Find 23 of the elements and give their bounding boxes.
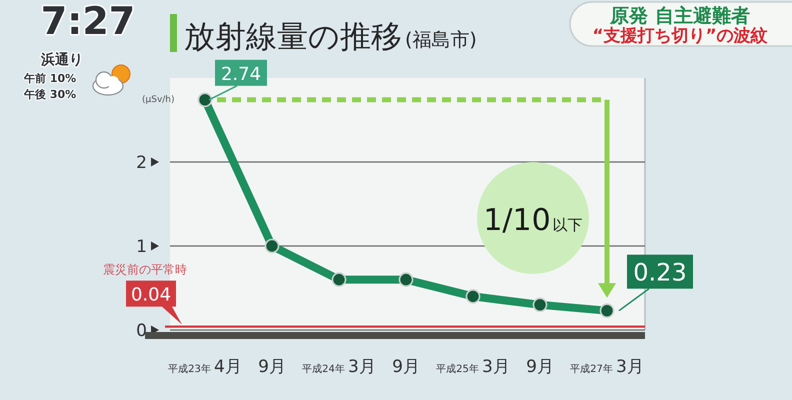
- x-tick-label: 平成25年 3月: [436, 357, 510, 377]
- x-tick-label: 9月: [258, 357, 286, 377]
- y-axis-title: (μSv/h): [142, 95, 175, 105]
- annotation: 0.04: [130, 284, 172, 306]
- chart-subtitle: (福島市): [405, 29, 477, 51]
- data-label: 2.74: [220, 64, 262, 85]
- x-tick-label: 9月: [392, 357, 420, 377]
- text: 午後 30%: [23, 88, 76, 101]
- x-tick-label: 平成23年 4月: [168, 357, 242, 377]
- chart-title: 放射線量の推移: [184, 19, 402, 55]
- x-tick-label: 平成24年 3月: [302, 357, 376, 377]
- text: 浜通り: [40, 51, 83, 68]
- text: 原発 自主避難者: [609, 5, 750, 27]
- x-tick-label: 9月: [526, 357, 554, 377]
- y-tick-label: 1: [136, 237, 147, 257]
- text: 7:27: [40, 0, 136, 43]
- y-tick-label: 0: [136, 321, 147, 341]
- text: “支援打ち切り”の波紋: [592, 26, 769, 46]
- data-label: 0.23: [633, 258, 687, 287]
- x-tick-label: 平成27年 3月: [570, 357, 644, 377]
- ref-line-label: 震災前の平常時: [103, 262, 187, 277]
- text: 午前 10%: [23, 72, 76, 85]
- y-tick-label: 2: [136, 153, 147, 173]
